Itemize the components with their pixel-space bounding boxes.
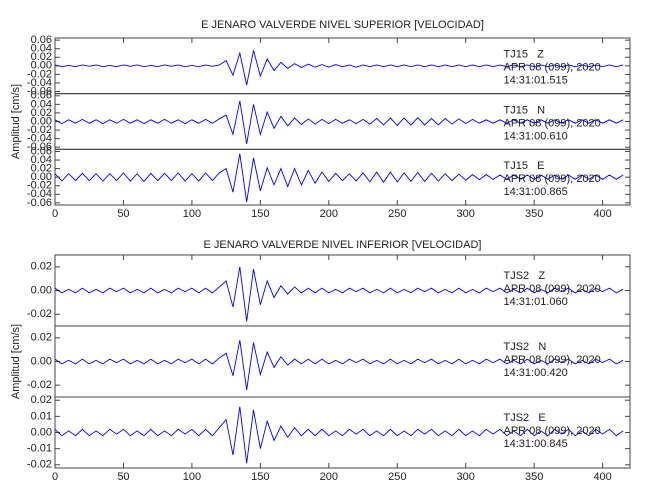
y-tick-label: 0.00 bbox=[31, 115, 52, 127]
x-tick-label: 250 bbox=[388, 208, 406, 220]
x-tick-label: 400 bbox=[593, 208, 611, 220]
y-tick-label: 0.02 bbox=[31, 332, 52, 344]
y-tick-label: -0.04 bbox=[27, 133, 52, 145]
x-tick-label: 50 bbox=[117, 208, 129, 220]
y-tick-label: -0.06 bbox=[27, 85, 52, 97]
y-tick-label: 0.00 bbox=[31, 355, 52, 367]
y-tick-label: -0.06 bbox=[27, 197, 52, 209]
station-label: TJ15 E bbox=[504, 160, 545, 172]
waveform bbox=[54, 406, 624, 464]
panel-title: E JENARO VALVERDE NIVEL INFERIOR [VELOCI… bbox=[204, 239, 482, 251]
x-tick-label: 200 bbox=[320, 471, 338, 483]
x-tick-label: 400 bbox=[593, 471, 611, 483]
y-tick-label: 0.00 bbox=[31, 284, 52, 296]
date-label: APR 08 (099), 2020 bbox=[504, 117, 601, 129]
y-tick-label: 0.02 bbox=[31, 51, 52, 63]
y-tick-label: -0.01 bbox=[27, 443, 52, 455]
y-tick-label: 0.04 bbox=[31, 98, 52, 110]
x-tick-label: 0 bbox=[52, 208, 58, 220]
y-axis-label: Amplitud [cm/s] bbox=[10, 84, 22, 159]
date-label: APR 08 (099), 2020 bbox=[504, 283, 601, 295]
time-label: 14:31:00.610 bbox=[504, 130, 568, 142]
y-tick-label: -0.02 bbox=[27, 308, 52, 320]
y-tick-label: -0.02 bbox=[27, 68, 52, 80]
x-tick-label: 0 bbox=[52, 471, 58, 483]
y-tick-label: 0.06 bbox=[31, 90, 52, 102]
x-tick-label: 200 bbox=[320, 208, 338, 220]
panel-title: E JENARO VALVERDE NIVEL SUPERIOR [VELOCI… bbox=[201, 19, 484, 31]
date-label: APR 08 (099), 2020 bbox=[504, 62, 601, 74]
station-label: TJS2 E bbox=[504, 412, 546, 424]
y-axis-label: Amplitud [cm/s] bbox=[10, 324, 22, 399]
station-label: TJS2 Z bbox=[504, 270, 546, 282]
date-label: APR 08 (099), 2020 bbox=[504, 173, 601, 185]
y-tick-label: -0.06 bbox=[27, 141, 52, 153]
time-label: 14:31:00.420 bbox=[504, 367, 568, 379]
y-tick-label: 0.06 bbox=[31, 34, 52, 46]
time-label: 14:31:01.515 bbox=[504, 75, 568, 87]
station-label: TJ15 N bbox=[504, 104, 546, 116]
date-label: APR 08 (099), 2020 bbox=[504, 425, 601, 437]
y-tick-label: -0.04 bbox=[27, 77, 52, 89]
waveform bbox=[54, 50, 624, 86]
x-tick-label: 350 bbox=[525, 471, 543, 483]
waveform bbox=[54, 340, 624, 390]
x-tick-label: 50 bbox=[117, 471, 129, 483]
y-tick-label: 0.00 bbox=[31, 171, 52, 183]
y-tick-label: 0.04 bbox=[31, 154, 52, 166]
x-tick-label: 300 bbox=[457, 471, 475, 483]
x-tick-label: 150 bbox=[251, 471, 269, 483]
waveform bbox=[54, 266, 624, 322]
date-label: APR 08 (099), 2020 bbox=[504, 354, 601, 366]
y-tick-label: 0.00 bbox=[31, 426, 52, 438]
y-tick-label: -0.02 bbox=[27, 459, 52, 471]
y-tick-label: 0.02 bbox=[31, 261, 52, 273]
waveform bbox=[54, 153, 624, 203]
y-tick-label: 0.00 bbox=[31, 60, 52, 72]
x-tick-label: 100 bbox=[183, 471, 201, 483]
y-tick-label: 0.02 bbox=[31, 163, 52, 175]
waveform bbox=[54, 100, 624, 144]
x-tick-label: 150 bbox=[251, 208, 269, 220]
y-tick-label: -0.04 bbox=[27, 188, 52, 200]
y-tick-label: 0.01 bbox=[31, 410, 52, 422]
x-tick-label: 300 bbox=[457, 208, 475, 220]
y-tick-label: 0.02 bbox=[31, 394, 52, 406]
y-tick-label: 0.06 bbox=[31, 145, 52, 157]
time-label: 14:31:00.865 bbox=[504, 186, 568, 198]
y-tick-label: -0.02 bbox=[27, 379, 52, 391]
y-tick-label: -0.02 bbox=[27, 180, 52, 192]
station-label: TJS2 N bbox=[504, 341, 547, 353]
x-tick-label: 100 bbox=[183, 208, 201, 220]
time-label: 14:31:00.845 bbox=[504, 438, 568, 450]
x-tick-label: 250 bbox=[388, 471, 406, 483]
x-tick-label: 350 bbox=[525, 208, 543, 220]
y-tick-label: 0.02 bbox=[31, 107, 52, 119]
y-tick-label: -0.02 bbox=[27, 124, 52, 136]
y-tick-label: 0.04 bbox=[31, 43, 52, 55]
station-label: TJ15 Z bbox=[504, 49, 545, 61]
time-label: 14:31:01.060 bbox=[504, 296, 568, 308]
